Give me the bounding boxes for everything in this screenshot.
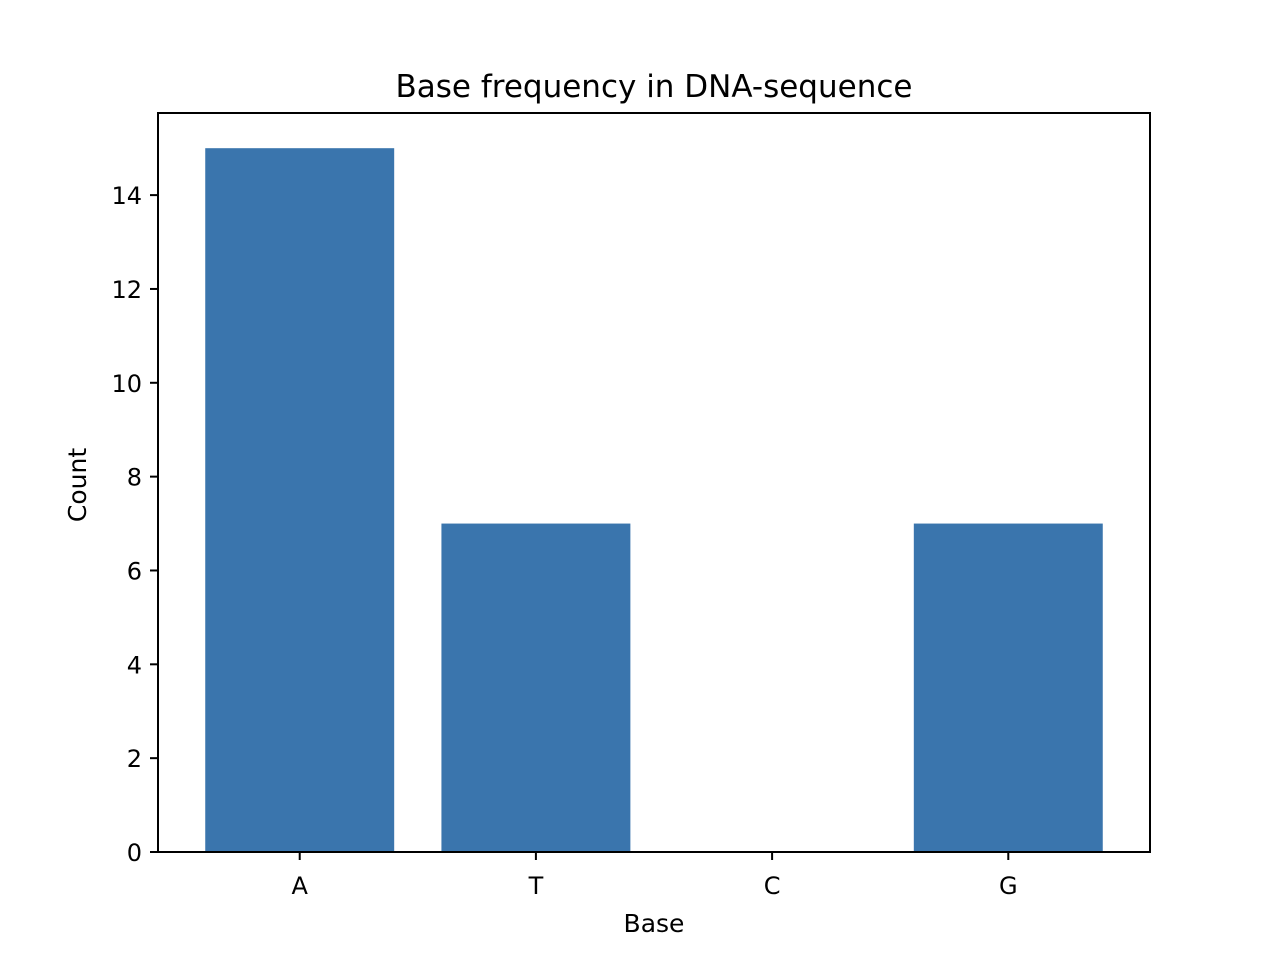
- chart-title: Base frequency in DNA-sequence: [396, 69, 913, 105]
- x-tick-label-C: C: [764, 872, 781, 900]
- y-tick-label-14: 14: [111, 182, 142, 210]
- bar-T: [441, 523, 631, 852]
- y-tick-label-4: 4: [127, 651, 142, 679]
- bar-A: [205, 148, 395, 852]
- y-axis-label: Count: [63, 448, 92, 522]
- bar-G: [913, 523, 1103, 852]
- x-tick-label-G: G: [999, 872, 1018, 900]
- bars-group: [205, 148, 1103, 852]
- y-tick-label-0: 0: [127, 839, 142, 867]
- plot-area-frame: [157, 112, 1151, 853]
- x-tick-label-T: T: [528, 872, 544, 900]
- x-tick-label-A: A: [292, 872, 309, 900]
- y-tick-label-10: 10: [111, 370, 142, 398]
- y-tick-label-8: 8: [127, 464, 142, 492]
- y-axis: 0 2 4 6 8 10 12 14: [111, 182, 158, 867]
- y-tick-label-12: 12: [111, 276, 142, 304]
- x-axis-label: Base: [624, 909, 685, 938]
- y-tick-label-2: 2: [127, 745, 142, 773]
- y-tick-label-6: 6: [127, 557, 142, 585]
